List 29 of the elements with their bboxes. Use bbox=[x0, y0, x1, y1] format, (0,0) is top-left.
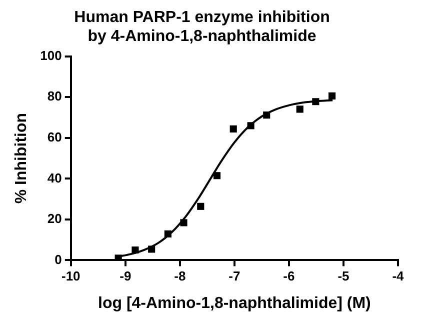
point bbox=[180, 219, 188, 226]
point bbox=[148, 246, 156, 253]
x-tick-label: -10 bbox=[61, 268, 80, 284]
x-tick-label: -9 bbox=[120, 268, 132, 284]
x-tick-label: -4 bbox=[392, 268, 405, 284]
y-axis-title: % Inhibition bbox=[13, 112, 30, 204]
point bbox=[132, 246, 139, 254]
y-tick-label: 100 bbox=[40, 48, 62, 63]
point bbox=[296, 106, 304, 113]
point bbox=[197, 202, 204, 210]
point bbox=[312, 98, 320, 106]
y-tick-label: 0 bbox=[54, 252, 62, 267]
y-tick-label: 80 bbox=[47, 88, 62, 104]
point bbox=[263, 112, 270, 119]
x-tick-label: -7 bbox=[228, 268, 240, 284]
point bbox=[213, 172, 221, 180]
x-tick-label: -8 bbox=[174, 268, 186, 284]
point bbox=[230, 125, 237, 132]
text: Human PARP-1 enzyme inhibition bbox=[74, 9, 330, 26]
x-axis-title: log [4-Amino-1,8-naphthalimide] (M) bbox=[98, 294, 371, 312]
point bbox=[247, 122, 254, 130]
point bbox=[164, 230, 172, 238]
y-tick-label: 40 bbox=[47, 170, 62, 186]
x-tick-label: -5 bbox=[338, 268, 350, 284]
y-tick-label: 20 bbox=[47, 211, 62, 226]
text: by 4-Amino-1,8-naphthalimide bbox=[88, 28, 316, 46]
point bbox=[328, 92, 336, 100]
y-tick-label: 60 bbox=[47, 130, 62, 144]
x-tick-label: -6 bbox=[283, 268, 295, 284]
